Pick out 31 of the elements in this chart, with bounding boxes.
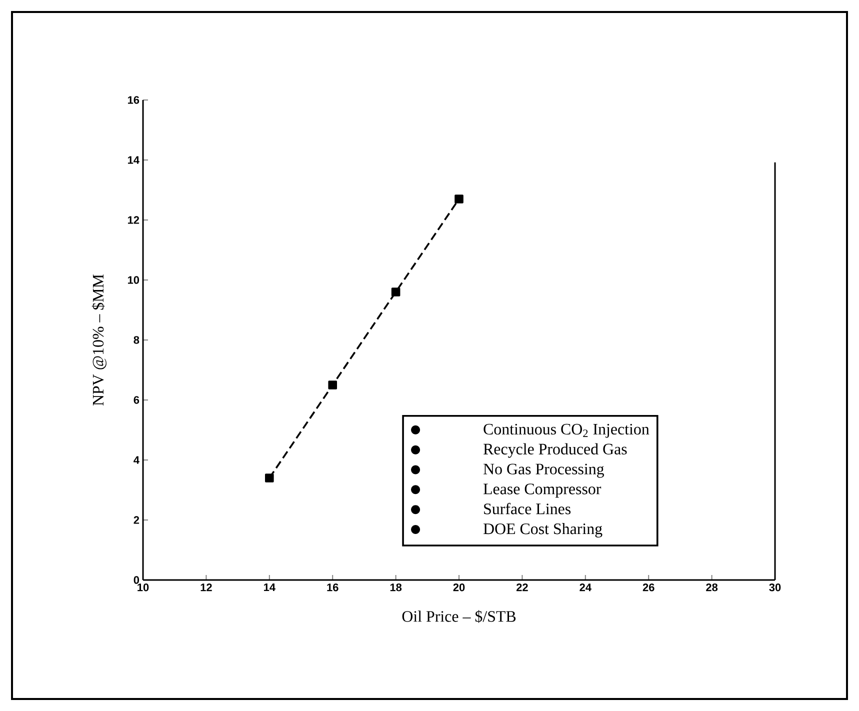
y-axis-title: NPV @10% – $MM	[92, 274, 106, 406]
x-tick-label: 18	[390, 584, 402, 592]
annotation: Recycle Produced Gas	[483, 443, 627, 458]
x-tick-label: 22	[516, 584, 528, 592]
x-tick-label: 28	[706, 584, 718, 592]
annotation: Surface Lines	[484, 502, 571, 514]
y-tick-label: 8	[134, 336, 140, 344]
point	[328, 380, 338, 390]
y-tick-label: 16	[128, 96, 140, 104]
x-tick-label: 12	[200, 584, 212, 592]
x-tick-label: 20	[453, 584, 465, 592]
annotation: DOE Cost Sharing	[483, 522, 602, 538]
annotation: No Gas Processing	[483, 464, 604, 478]
x-tick-label: 26	[642, 584, 654, 592]
annotation: Continuous CO$_{2}$ Injection	[484, 424, 650, 438]
point	[391, 288, 400, 296]
y-tick-label: 14	[128, 156, 140, 164]
x-axis-title: Oil Price – $/STB	[402, 610, 516, 623]
x-tick-label: 16	[327, 584, 338, 592]
y-tick-label: 12	[128, 216, 140, 224]
y-tick-label: 2	[134, 516, 140, 524]
y-tick-label: 6	[134, 396, 140, 404]
y-tick-label: 10	[128, 276, 140, 284]
x-tick-label: 30	[769, 584, 781, 592]
x-tick-label: 14	[264, 584, 276, 592]
point	[265, 474, 274, 482]
x-tick-label: 24	[580, 584, 592, 592]
annotation: Lease Compressor	[483, 484, 602, 498]
y-tick-label: 0	[134, 576, 140, 584]
point	[454, 194, 464, 204]
y-tick-label: 4	[134, 456, 140, 464]
